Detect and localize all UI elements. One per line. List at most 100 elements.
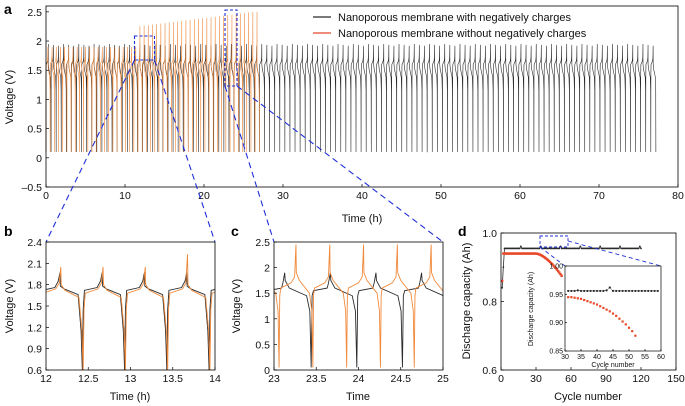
- data-point-without: [560, 274, 563, 278]
- inset-point-without: [570, 296, 573, 299]
- inset-point-with: [592, 289, 595, 293]
- inset-point-without: [624, 323, 627, 326]
- data-point-without: [553, 265, 556, 269]
- inset-point-with: [615, 289, 618, 293]
- zoom-box-c: [224, 9, 238, 87]
- panel-d-series: [500, 245, 642, 289]
- x-tick-label: 13: [125, 373, 137, 385]
- inset-point-with: [599, 289, 602, 293]
- inset-point-with: [624, 289, 627, 293]
- x-tick-label: 60: [657, 354, 665, 361]
- data-point-without: [556, 269, 560, 273]
- inset-point-without: [618, 317, 621, 320]
- data-point-with: [637, 247, 640, 250]
- x-tick-label: 80: [672, 190, 684, 202]
- inset-point-with: [631, 289, 634, 293]
- y-tick-label: 0.95: [549, 292, 563, 299]
- data-point-without: [500, 279, 504, 283]
- x-tick-label: 23.5: [306, 373, 327, 385]
- inset-ylabel: Discharge capacity (Ah): [528, 272, 535, 346]
- x-tick-label: 24.5: [391, 373, 412, 385]
- inset-point-without: [611, 312, 615, 315]
- series-line-without-charges: [274, 244, 443, 368]
- inset-point-with: [637, 289, 640, 293]
- y-tick-label: –0.5: [22, 182, 43, 194]
- inset-point-without: [621, 320, 624, 323]
- x-tick-label: 20: [198, 190, 210, 202]
- inset-point-without: [615, 314, 618, 317]
- y-tick-label: 0.85: [549, 349, 563, 356]
- zoom-connector-c-right: [236, 85, 444, 243]
- y-tick-label: 0.9: [27, 344, 42, 356]
- inset-point-without: [583, 298, 586, 302]
- inset-point-with: [576, 289, 579, 292]
- data-point-with: [617, 247, 620, 250]
- inset-ticks: 30 35 40 45 50 55 60 0.85 0.90 0.95 1.00: [549, 264, 665, 362]
- inset-point-with: [634, 289, 637, 293]
- panel-c-ticks: 23 23.5 24 24.5 25 0 0.5 1 1.5 2 2.5: [255, 237, 449, 385]
- x-tick-label: 30: [530, 373, 542, 385]
- panel-d-ticks: 0 30 60 90 120 150 0.6 0.8 1.0: [482, 228, 685, 385]
- inset-point-with: [583, 289, 586, 293]
- y-tick-label: 0.6: [27, 365, 42, 377]
- x-tick-label: 50: [625, 354, 633, 361]
- inset-point-with: [640, 289, 643, 293]
- inset-point-without: [576, 297, 579, 300]
- inset-point-without: [634, 334, 637, 337]
- y-tick-label: 1.5: [255, 288, 270, 300]
- inset-point-with: [611, 289, 615, 293]
- y-tick-label: 0.8: [482, 297, 497, 309]
- data-point-with: [578, 247, 581, 250]
- panel-b-frame: [45, 241, 216, 371]
- data-point-with: [640, 247, 642, 250]
- inset-point-with: [567, 289, 570, 293]
- inset-point-without: [631, 330, 634, 333]
- panel-a-chart: 0 10 20 30 40 50 60 70 80–0.500.511.522.5 Nanopo…: [4, 5, 684, 225]
- panel-letter-b: b: [4, 223, 13, 239]
- data-point-without: [551, 263, 554, 266]
- y-tick-label: 0.5: [27, 124, 42, 136]
- data-point-without: [549, 261, 553, 265]
- x-tick-label: 120: [632, 373, 650, 385]
- data-point-without: [559, 273, 562, 276]
- x-tick-label: 50: [435, 190, 447, 202]
- y-tick-label: 0: [36, 153, 42, 165]
- data-point-with: [519, 245, 522, 248]
- y-tick-label: 1.5: [27, 65, 42, 77]
- panel-a-ticks: 0 10 20 30 40 50 60 70 80–0.500.511.522.5: [22, 7, 684, 202]
- inset-point-with: [589, 289, 592, 293]
- panel-letter-a: a: [4, 1, 12, 17]
- y-tick-label: 1.2: [27, 322, 42, 334]
- panel-b-xlabel: Time (h): [110, 391, 151, 403]
- panel-d-frame: [500, 232, 677, 371]
- y-tick-label: 0.90: [549, 320, 563, 327]
- x-tick-label: 70: [593, 190, 605, 202]
- x-tick-label: 12: [40, 373, 52, 385]
- inset-point-without: [586, 300, 589, 303]
- data-point-with: [599, 245, 602, 248]
- inset-point-without: [599, 305, 602, 308]
- legend-label-without: Nanoporous membrane without negatively c…: [338, 28, 587, 40]
- panel-c-chart: 23 23.5 24 24.5 25 0 0.5 1 1.5 2 2.5 Time Voltage …: [231, 237, 449, 403]
- panel-d-chart: 0 30 60 90 120 150 0.6 0.8 1.0 30 35 40 45 50 55 60 0.8…: [461, 228, 685, 403]
- zoom-box-b: [133, 35, 156, 61]
- x-tick-label: 30: [561, 354, 569, 361]
- series-line-with-charges: [45, 43, 657, 153]
- x-tick-label: 150: [667, 373, 685, 385]
- x-tick-label: 45: [609, 354, 617, 361]
- y-tick-label: 2: [36, 36, 42, 48]
- panel-d-inset: 30 35 40 45 50 55 60 0.85 0.90 0.95 1.00 Cycle num…: [528, 264, 665, 370]
- data-point-with: [638, 245, 641, 248]
- x-tick-label: 0: [498, 373, 504, 385]
- inset-point-without: [602, 306, 605, 310]
- inset-point-with: [653, 289, 656, 293]
- zoom-connector-c-left: [224, 85, 275, 243]
- inset-point-with: [602, 289, 605, 293]
- x-tick-label: 14: [209, 373, 221, 385]
- inset-point-with: [621, 289, 624, 293]
- y-tick-label: 1.8: [27, 280, 42, 292]
- data-point-without: [555, 268, 559, 271]
- zoom-connector-inset-left: [539, 246, 566, 267]
- panel-a-ylabel: Voltage (V): [4, 70, 16, 124]
- y-tick-label: 0.5: [255, 339, 270, 351]
